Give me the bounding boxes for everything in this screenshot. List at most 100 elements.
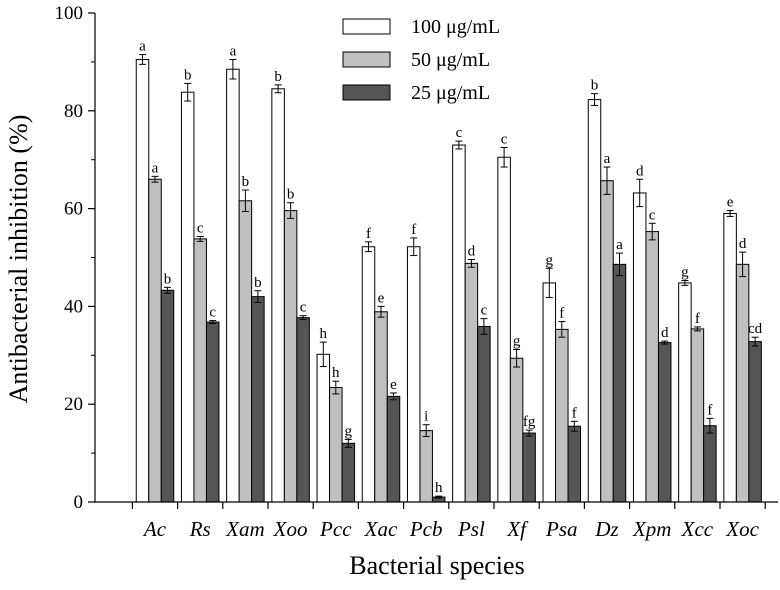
bar bbox=[748, 341, 762, 503]
significance-letter: f bbox=[411, 222, 416, 238]
significance-letter: c bbox=[197, 220, 204, 236]
bar bbox=[160, 289, 175, 503]
significance-letter: g bbox=[681, 264, 689, 280]
bar bbox=[497, 156, 511, 503]
significance-letter: d bbox=[661, 325, 669, 341]
legend-swatch bbox=[342, 18, 391, 35]
legend-swatch bbox=[342, 51, 391, 68]
bar bbox=[657, 342, 672, 503]
bar bbox=[205, 321, 220, 503]
bar bbox=[193, 238, 207, 503]
bar bbox=[464, 262, 479, 503]
x-tick-label: Xac bbox=[364, 517, 398, 541]
bar bbox=[238, 200, 253, 503]
significance-letter: c bbox=[649, 207, 656, 223]
significance-letter: c bbox=[209, 305, 216, 321]
significance-letter: h bbox=[435, 480, 443, 496]
x-tick-label: Xpm bbox=[632, 517, 672, 541]
bar bbox=[329, 387, 343, 503]
bar bbox=[612, 263, 627, 503]
bar bbox=[542, 282, 557, 503]
bar bbox=[723, 212, 737, 503]
y-axis-title: Antibacterial inhibition (%) bbox=[4, 115, 33, 404]
bars bbox=[135, 54, 762, 503]
significance-letter: h bbox=[320, 326, 328, 342]
x-axis-title: Bacterial species bbox=[349, 551, 524, 580]
y-tick-label: 60 bbox=[64, 199, 83, 220]
x-tick-label: Xcc bbox=[681, 517, 714, 541]
bar bbox=[386, 395, 401, 503]
bar bbox=[600, 180, 614, 503]
significance-letter: d bbox=[739, 236, 747, 252]
significance-letter: g bbox=[345, 423, 353, 439]
y-tick-label: 80 bbox=[64, 101, 83, 122]
bar bbox=[296, 317, 310, 503]
significance-letter: b bbox=[184, 67, 192, 83]
significance-letter: i bbox=[424, 409, 428, 425]
x-tick-label: Xam bbox=[225, 517, 265, 541]
significance-letter: h bbox=[332, 365, 340, 381]
x-tick-label: Xoc bbox=[725, 517, 759, 541]
y-tick-label: 0 bbox=[74, 492, 84, 513]
significance-letter: b bbox=[164, 271, 172, 287]
significance-letter: e bbox=[727, 195, 734, 211]
x-tick-label: Pcc bbox=[319, 517, 352, 541]
significance-letter: e bbox=[378, 290, 385, 306]
y-tick-label: 20 bbox=[64, 394, 83, 415]
axes: 0 20 40 60 80 100 Ac Rs Xam Xoo Pcc Xac Pcb Psl Xf Psa D… bbox=[55, 3, 778, 541]
bar bbox=[645, 231, 659, 503]
x-tick-label: Ac bbox=[142, 517, 167, 541]
legend-label: 100 μg/mL bbox=[411, 16, 500, 38]
bar bbox=[283, 210, 298, 503]
bar bbox=[316, 353, 331, 503]
bar bbox=[226, 68, 240, 503]
significance-letter: cd bbox=[748, 321, 763, 337]
bar bbox=[251, 296, 265, 503]
legend-label: 25 μg/mL bbox=[411, 82, 490, 104]
bar bbox=[341, 442, 356, 503]
significance-letter: c bbox=[481, 303, 488, 319]
x-tick-label: Psl bbox=[457, 517, 485, 541]
significance-letter: a bbox=[139, 39, 146, 55]
bar bbox=[703, 425, 717, 503]
significance-letter: d bbox=[468, 243, 476, 259]
significance-letter: a bbox=[230, 43, 237, 59]
bar bbox=[587, 99, 602, 503]
bar bbox=[419, 430, 433, 503]
bar bbox=[361, 246, 376, 503]
significance-letter: a bbox=[604, 151, 611, 167]
bar bbox=[180, 91, 195, 503]
bar bbox=[135, 58, 150, 503]
bar bbox=[567, 425, 582, 503]
legend: 100 μg/mL 50 μg/mL 25 μg/mL bbox=[342, 16, 500, 104]
significance-letter: b bbox=[274, 69, 282, 85]
significance-letter: b bbox=[591, 78, 599, 94]
significance-letter: f bbox=[695, 311, 700, 327]
significance-letter: d bbox=[636, 163, 644, 179]
significance-letter: c bbox=[456, 125, 463, 141]
x-tick-label: Xoo bbox=[273, 517, 308, 541]
bar bbox=[374, 311, 388, 503]
bar bbox=[632, 192, 647, 503]
significance-letter: f bbox=[366, 226, 371, 242]
significance-letter: f bbox=[559, 306, 564, 322]
x-tick-label: Pcb bbox=[409, 517, 443, 541]
bar bbox=[690, 328, 705, 503]
significance-letter: f bbox=[707, 402, 712, 418]
significance-letter: a bbox=[616, 237, 623, 253]
significance-letter: b bbox=[254, 275, 262, 291]
y-tick-label: 40 bbox=[64, 296, 83, 317]
significance-letter: c bbox=[300, 300, 307, 316]
y-tick-label: 100 bbox=[55, 3, 84, 24]
bar bbox=[477, 325, 491, 503]
bar bbox=[522, 432, 536, 503]
significance-letter: a bbox=[152, 160, 159, 176]
x-tick-label: Xf bbox=[506, 517, 529, 541]
bar bbox=[735, 263, 750, 503]
significance-letter: g bbox=[546, 252, 554, 268]
x-tick-label: Psa bbox=[545, 517, 578, 541]
significance-letter: b bbox=[287, 187, 295, 203]
legend-label: 50 μg/mL bbox=[411, 49, 490, 71]
bar bbox=[148, 178, 162, 503]
